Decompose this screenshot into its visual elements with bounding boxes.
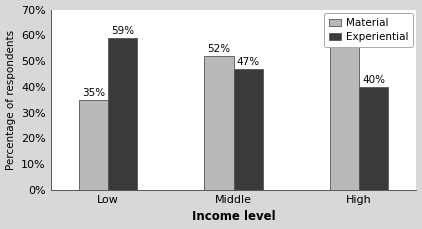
Text: 40%: 40% [362,75,385,85]
Text: 35%: 35% [82,88,105,98]
Bar [359,87,388,190]
X-axis label: Income level: Income level [192,210,276,224]
Bar [234,69,263,190]
Bar [204,56,234,190]
Text: 52%: 52% [207,44,230,54]
Text: 60%: 60% [333,24,356,33]
Text: 47%: 47% [237,57,260,67]
Bar [79,100,108,190]
Y-axis label: Percentage of respondents: Percentage of respondents [5,30,16,170]
Text: 59%: 59% [111,26,134,36]
Legend: Material, Experiential: Material, Experiential [324,13,413,47]
Bar [108,38,138,190]
Bar [330,35,359,190]
